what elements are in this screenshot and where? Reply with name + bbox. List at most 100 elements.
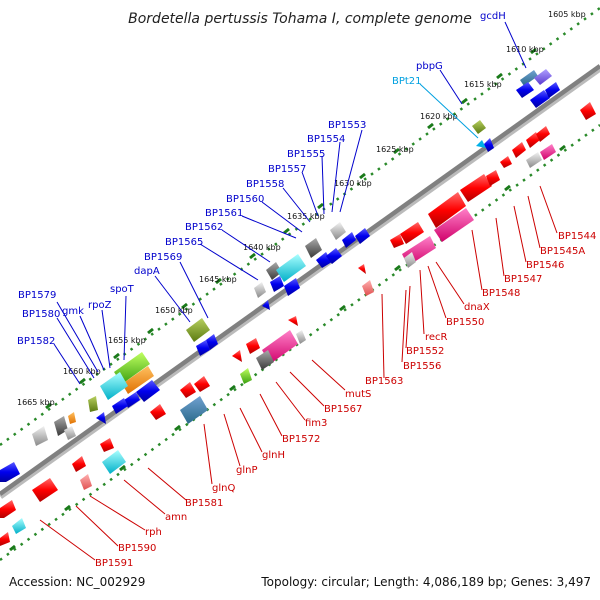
leader-line [331,141,341,213]
kbp-label: 1615 kbp [464,80,502,89]
gene-label[interactable]: BPt21 [392,76,422,87]
leader-line [435,261,465,305]
major-tick [119,464,126,472]
gene-arrow [0,462,20,482]
leader-line [147,467,187,501]
major-tick [249,252,256,260]
gene-arrow [256,350,274,370]
leader-line [79,315,105,371]
gene-arrow [64,426,76,440]
leader-line [221,229,271,263]
gene-label[interactable]: BP1582 [17,336,55,347]
gene-arrow [460,174,492,202]
gene-label[interactable]: gcdH [480,11,506,22]
major-tick [181,302,188,310]
leader-line [56,317,95,379]
gene-arrow [326,248,342,264]
gene-label[interactable]: BP1581 [185,498,223,509]
major-tick [229,384,236,392]
gene-label[interactable]: recR [425,332,448,343]
gene-arrow [342,232,356,248]
position-labels: 1605 kbp 1610 kbp 1615 kbp 1620 kbp 1625… [17,10,586,407]
gene-arrow [186,318,210,342]
gene-arrow [246,338,260,354]
gene-label[interactable]: BP1579 [18,290,56,301]
gene-label[interactable]: BP1563 [365,376,403,387]
gene-label[interactable]: BP1565 [165,237,203,248]
gene-label[interactable]: BP1567 [324,404,362,415]
gene-label[interactable]: pbpG [416,61,443,72]
gene-label[interactable]: spoT [110,284,135,295]
gene-label[interactable]: BP1545A [540,246,585,257]
gene-label[interactable]: BP1555 [287,149,325,160]
gene-arrow [355,228,370,244]
leader-line [154,275,191,323]
leader-line [275,381,306,421]
gene-label[interactable]: BP1553 [328,120,366,131]
gene-label[interactable]: rpoZ [88,300,112,311]
gene-arrow [12,518,26,534]
leader-line [495,217,505,277]
gene-label[interactable]: mutS [345,389,371,400]
gene-arrow [534,69,552,85]
major-tick [359,172,366,180]
gene-arrow [102,450,126,474]
gene-label[interactable]: glnP [236,465,258,476]
gene-label[interactable]: glnQ [212,483,235,494]
major-tick [496,72,503,80]
leader-line [321,155,325,215]
gene-label[interactable]: BP1572 [282,434,320,445]
gene-label[interactable]: fim3 [305,418,327,429]
gene-arrow [114,352,150,384]
gene-label[interactable]: BP1548 [482,288,520,299]
upper-tick-track [0,6,600,447]
gene-arrow [484,138,494,152]
gene-label[interactable]: gmk [62,306,84,317]
gene-label[interactable]: dapA [134,266,160,277]
gene-arrow [288,316,298,326]
leader-line [199,243,259,281]
gene-label[interactable]: glnH [262,450,285,461]
gene-arrow [404,252,416,268]
kbp-label: 1650 kbp [155,306,193,315]
gene-label[interactable]: BP1561 [205,208,243,219]
gene-label[interactable]: BP1580 [22,309,60,320]
gene-label[interactable]: BP1569 [144,252,182,263]
gene-label[interactable]: BP1590 [118,543,156,554]
leader-line [223,413,241,467]
upper-leader-lines [53,21,527,385]
leader-line [89,495,146,531]
major-tick [504,184,511,192]
major-tick [9,544,16,552]
gene-label[interactable]: BP1591 [95,558,133,569]
gene-arrow [196,340,210,356]
gene-label[interactable]: rph [145,527,162,538]
forward-strand-features [0,69,560,482]
gene-arrow [476,140,486,148]
major-tick [147,327,154,335]
gene-label[interactable]: BP1557 [268,164,306,175]
genome-summary-text: Topology: circular; Length: 4,086,189 bp… [260,575,591,589]
major-tick [45,402,52,410]
major-tick [317,202,324,210]
gene-label[interactable]: BP1546 [526,260,564,271]
gene-label[interactable]: BP1554 [307,134,345,145]
gene-label[interactable]: BP1552 [406,346,444,357]
gene-label[interactable]: BP1560 [226,194,264,205]
gene-label[interactable]: BP1550 [446,317,484,328]
gene-label[interactable]: BP1544 [558,231,596,242]
leader-line [427,265,447,319]
gene-label[interactable]: dnaX [464,302,490,313]
gene-label[interactable]: BP1562 [185,222,223,233]
gene-arrow [540,144,556,160]
leader-line [75,505,119,547]
gene-arrow [122,366,154,394]
kbp-label: 1605 kbp [548,10,586,19]
gene-label[interactable]: BP1547 [504,274,542,285]
gene-arrow [434,208,474,242]
leader-line [56,301,99,373]
leader-line [123,295,127,361]
gene-label[interactable]: BP1556 [403,361,441,372]
gene-label[interactable]: BP1558 [246,179,284,190]
gene-label[interactable]: amn [165,512,187,523]
